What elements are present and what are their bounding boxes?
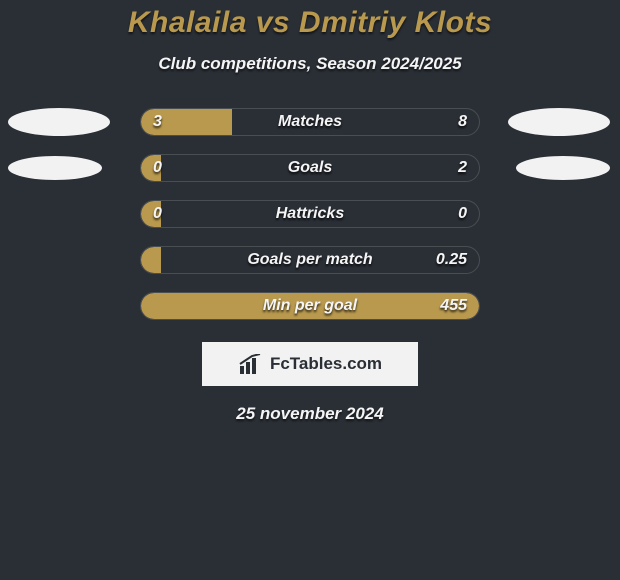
- player-left-avatar: [8, 156, 102, 180]
- stat-bar: Goals per match0.25: [140, 246, 480, 274]
- player-right-avatar: [508, 108, 610, 136]
- source-logo: FcTables.com: [202, 342, 418, 386]
- card-date: 25 november 2024: [236, 404, 383, 424]
- stat-right-value: 0.25: [436, 247, 467, 273]
- stat-right-value: 455: [440, 293, 467, 319]
- player-left-avatar: [8, 108, 110, 136]
- stat-label: Min per goal: [141, 293, 479, 319]
- chart-icon: [238, 354, 264, 374]
- stat-bar: 0Hattricks0: [140, 200, 480, 228]
- stat-label: Goals per match: [141, 247, 479, 273]
- stat-row: Goals per match0.25: [0, 246, 620, 274]
- stat-row: 0Goals2: [0, 154, 620, 182]
- logo-text: FcTables.com: [270, 354, 382, 374]
- stat-row: 3Matches8: [0, 108, 620, 136]
- stat-bar: 3Matches8: [140, 108, 480, 136]
- comparison-card: Khalaila vs Dmitriy Klots Club competiti…: [0, 0, 620, 424]
- card-subtitle: Club competitions, Season 2024/2025: [158, 54, 461, 74]
- stat-bar: 0Goals2: [140, 154, 480, 182]
- stat-right-value: 0: [458, 201, 467, 227]
- stat-label: Hattricks: [141, 201, 479, 227]
- stat-rows: 3Matches80Goals20Hattricks0Goals per mat…: [0, 108, 620, 320]
- stat-label: Matches: [141, 109, 479, 135]
- stat-bar: Min per goal455: [140, 292, 480, 320]
- stat-row: Min per goal455: [0, 292, 620, 320]
- player-right-avatar: [516, 156, 610, 180]
- card-title: Khalaila vs Dmitriy Klots: [128, 6, 492, 40]
- stat-right-value: 2: [458, 155, 467, 181]
- stat-right-value: 8: [458, 109, 467, 135]
- stat-row: 0Hattricks0: [0, 200, 620, 228]
- stat-label: Goals: [141, 155, 479, 181]
